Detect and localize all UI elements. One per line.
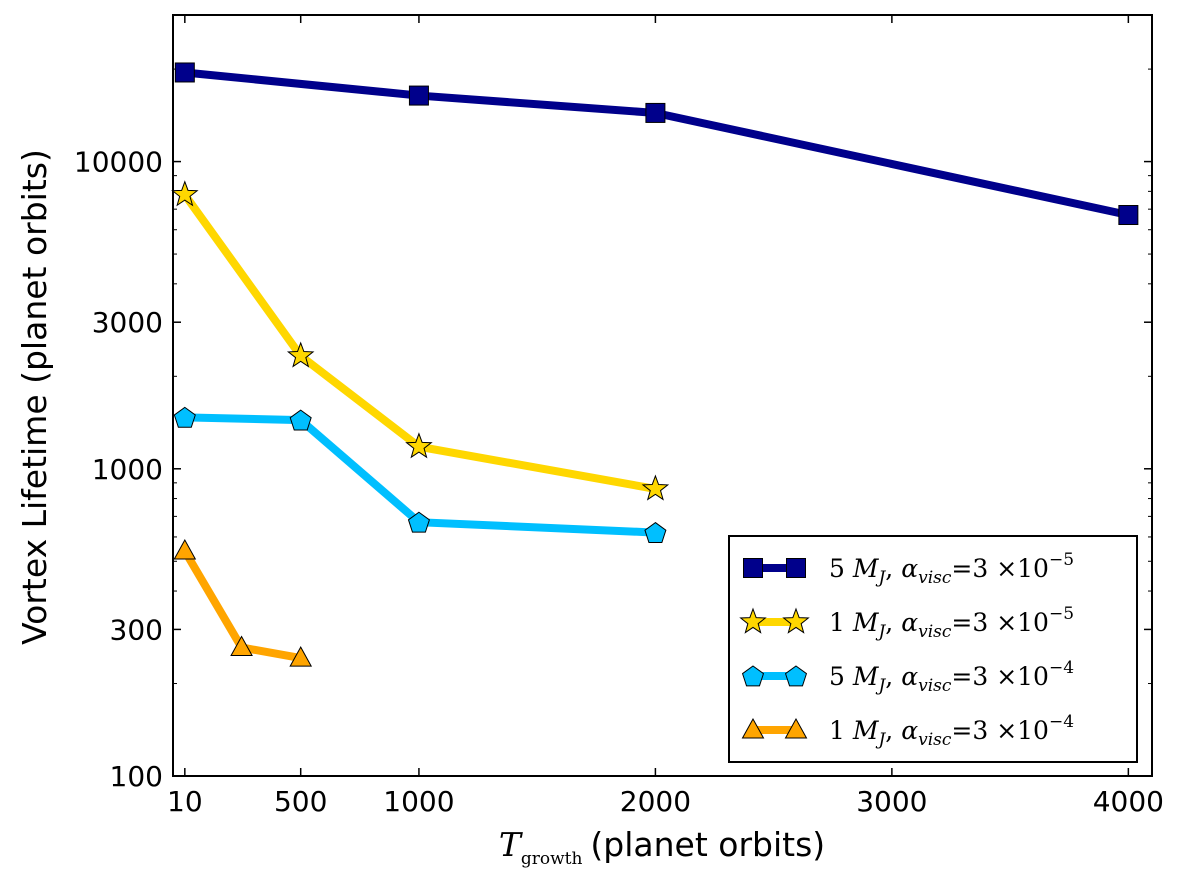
data-point-pentagon <box>644 521 667 543</box>
y-tick-label: 10000 <box>74 146 163 179</box>
y-tick-labels: 100 300 1000 3000 10000 <box>74 146 163 793</box>
y-axis-label: Vortex Lifetime (planet orbits) <box>15 149 54 645</box>
series-1mj-alpha-3e-4 <box>173 538 313 667</box>
data-point-star <box>286 341 315 368</box>
legend-item: 1 MJ, αvisc=3 ×10−5 <box>739 604 1074 642</box>
data-point-square <box>645 102 666 123</box>
series-line <box>181 192 657 493</box>
y-tick-label: 100 <box>110 760 163 793</box>
legend-alpha-subscript: visc <box>918 730 952 750</box>
legend-mass-symbol: M <box>852 662 880 691</box>
legend-mass-subscript: J <box>875 568 886 588</box>
data-point-triangle <box>173 538 197 560</box>
legend-swatch-marker <box>741 717 765 739</box>
data-point-square <box>174 62 195 83</box>
y-tick-label: 300 <box>110 613 163 646</box>
legend-swatch-marker <box>741 665 765 687</box>
x-tick-label: 10 <box>167 785 203 818</box>
data-point-square <box>408 85 429 106</box>
legend-label: 5 MJ, αvisc=3 ×10−4 <box>829 658 1074 696</box>
legend-separator: , <box>885 662 901 691</box>
data-point-triangle <box>289 646 313 667</box>
legend-mass-symbol: M <box>852 554 880 583</box>
legend-alpha-value: =3 ×10 <box>951 608 1049 637</box>
data-point-square <box>1118 205 1139 226</box>
legend-mass: 1 <box>829 716 853 745</box>
x-tick-label: 2000 <box>620 785 691 818</box>
legend-label: 1 MJ, αvisc=3 ×10−5 <box>829 604 1074 642</box>
x-axis-symbol: T <box>499 825 524 864</box>
legend-mass-subscript: J <box>875 676 886 696</box>
legend-swatch-marker <box>786 558 806 578</box>
legend-mass-symbol: M <box>852 716 880 745</box>
legend-alpha-subscript: visc <box>918 676 952 696</box>
legend-swatch-marker <box>784 665 808 687</box>
x-tick-labels: 10 500 1000 2000 3000 4000 <box>167 785 1164 818</box>
major-ticks <box>173 15 1152 777</box>
legend-alpha-subscript: visc <box>918 568 952 588</box>
legend-alpha-subscript: visc <box>918 622 952 642</box>
series-1mj-alpha-3e-5 <box>171 180 670 501</box>
legend-swatch-marker <box>782 607 810 634</box>
series-layer <box>171 62 1139 667</box>
data-point-star <box>641 474 670 501</box>
x-tick-label: 3000 <box>856 785 927 818</box>
legend-mass: 5 <box>829 662 853 691</box>
legend-alpha-symbol: α <box>901 608 918 637</box>
data-point-pentagon <box>173 406 196 428</box>
x-tick-label: 500 <box>274 785 327 818</box>
series-5mj-alpha-3e-4 <box>173 406 667 543</box>
x-tick-label: 4000 <box>1093 785 1164 818</box>
legend-label: 1 MJ, αvisc=3 ×10−4 <box>829 712 1074 750</box>
legend-alpha-symbol: α <box>901 662 918 691</box>
x-tick-label: 1000 <box>383 785 454 818</box>
legend-mass-subscript: J <box>875 622 886 642</box>
legend-alpha-value: =3 ×10 <box>951 554 1049 583</box>
series-line <box>184 413 656 537</box>
legend-alpha-exponent: −5 <box>1049 604 1074 624</box>
data-point-triangle <box>230 635 253 656</box>
legend-separator: , <box>885 554 901 583</box>
legend-swatch-marker <box>739 607 767 634</box>
legend-separator: , <box>885 716 901 745</box>
x-axis-unit: (planet orbits) <box>590 825 825 864</box>
legend-alpha-exponent: −4 <box>1049 658 1074 678</box>
legend-item: 5 MJ, αvisc=3 ×10−4 <box>741 658 1074 696</box>
x-axis-label: Tgrowth (planet orbits) <box>499 825 825 869</box>
legend-item: 5 MJ, αvisc=3 ×10−5 <box>743 550 1074 588</box>
legend-alpha-exponent: −5 <box>1049 550 1074 570</box>
legend-swatch-marker <box>784 717 808 739</box>
legend-alpha-exponent: −4 <box>1049 712 1074 732</box>
legend: 5 MJ, αvisc=3 ×10−51 MJ, αvisc=3 ×10−55 … <box>728 535 1138 763</box>
data-point-pentagon <box>407 511 430 533</box>
legend-separator: , <box>885 608 901 637</box>
legend-mass-subscript: J <box>875 730 886 750</box>
series-5mj-alpha-3e-5 <box>174 62 1139 226</box>
data-point-star <box>171 180 199 207</box>
data-point-star <box>405 432 433 459</box>
y-tick-label: 1000 <box>92 453 163 486</box>
legend-swatch-marker <box>743 558 763 578</box>
data-point-pentagon <box>289 409 312 431</box>
x-axis-subscript: growth <box>521 849 583 869</box>
legend-alpha-value: =3 ×10 <box>951 662 1049 691</box>
legend-mass-symbol: M <box>852 608 880 637</box>
y-tick-label: 3000 <box>92 306 163 339</box>
series-line <box>184 68 1130 219</box>
legend-alpha-value: =3 ×10 <box>951 716 1049 745</box>
legend-label: 5 MJ, αvisc=3 ×10−5 <box>829 550 1074 588</box>
legend-mass: 5 <box>829 554 853 583</box>
legend-alpha-symbol: α <box>901 554 918 583</box>
legend-item: 1 MJ, αvisc=3 ×10−4 <box>741 712 1074 750</box>
legend-alpha-symbol: α <box>901 716 918 745</box>
legend-mass: 1 <box>829 608 853 637</box>
